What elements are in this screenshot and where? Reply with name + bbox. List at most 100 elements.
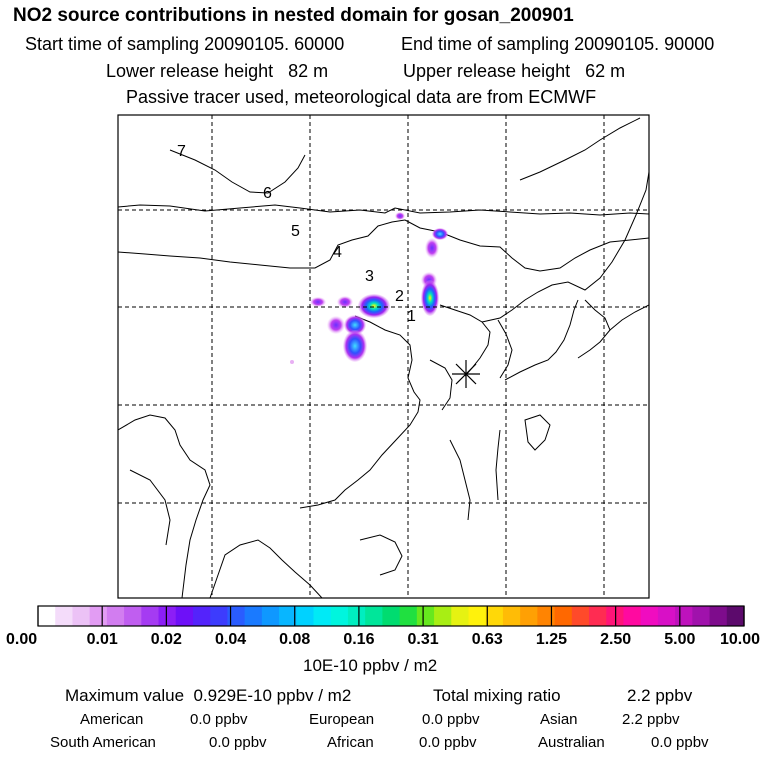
colorbar-cell <box>279 606 297 626</box>
colorbar-cell <box>313 606 332 626</box>
plume-south-central <box>344 315 366 335</box>
colorbar-tick-label: 0.63 <box>472 631 503 648</box>
plume-west-center <box>337 296 353 308</box>
map-frame <box>117 114 650 599</box>
region-number-2: 2 <box>395 288 404 305</box>
maximum-value-label: Maximum value 0.929E-10 ppbv / m2 <box>65 686 352 705</box>
colorbar-cell <box>709 606 728 626</box>
source-plume-layer <box>290 212 448 364</box>
colorbar-tick-label: 0.31 <box>408 631 439 648</box>
plume-central <box>358 294 390 318</box>
total-mixing-label: Total mixing ratio <box>433 686 561 705</box>
colorbar-cell <box>537 606 556 626</box>
colorbar-tick-label: 0.02 <box>151 631 182 648</box>
colorbar-cell <box>158 606 177 626</box>
colorbar-cell <box>640 606 659 626</box>
colorbar-cell <box>692 606 711 626</box>
chart-title: NO2 source contributions in nested domai… <box>13 5 574 26</box>
colorbar <box>38 606 745 626</box>
colorbar-cell <box>365 606 383 626</box>
region-number-4: 4 <box>333 244 342 261</box>
plume-east-max <box>421 280 439 316</box>
tracer-note: Passive tracer used, meteorological data… <box>126 87 597 107</box>
colorbar-tick-layer: 0.00 0.01 0.02 0.04 0.08 0.16 0.31 0.63 1.25 2.50… <box>6 606 760 648</box>
plume-south <box>343 330 367 362</box>
plume-north-mid <box>425 238 439 258</box>
receptor-star-marker <box>452 360 480 388</box>
region-number-7: 7 <box>177 143 186 160</box>
colorbar-cell <box>141 606 160 626</box>
total-mixing-value: 2.2 ppbv <box>627 686 693 705</box>
colorbar-cell <box>175 606 194 626</box>
colorbar-cell <box>675 606 693 626</box>
start-time-label: Start time of sampling 20090105. 60000 <box>25 34 345 54</box>
colorbar-cell <box>261 606 280 626</box>
colorbar-tick-label: 0.08 <box>279 631 310 648</box>
region-number-1: 1 <box>407 308 416 325</box>
region-number-6: 6 <box>263 185 272 202</box>
colorbar-cell <box>468 606 487 626</box>
colorbar-tick-label: 0.01 <box>87 631 118 648</box>
colorbar-cell <box>106 606 125 626</box>
region-australian-value: 0.0 ppbv <box>651 734 709 751</box>
colorbar-tick-label: 0.04 <box>215 631 246 648</box>
upper-release-label: Upper release height 62 m <box>403 61 626 81</box>
colorbar-cell <box>485 606 504 626</box>
plume-trace <box>290 360 294 364</box>
colorbar-tick-label: 0.00 <box>6 631 37 648</box>
colorbar-cell <box>416 606 435 626</box>
colorbar-unit: 10E-10 ppbv / m2 <box>303 656 438 675</box>
coastline-layer <box>118 117 649 598</box>
region-asian-name: Asian <box>540 711 578 728</box>
region-south-american-name: South American <box>50 734 156 751</box>
colorbar-cell <box>399 606 418 626</box>
colorbar-cell <box>210 606 229 626</box>
plume-west <box>310 297 326 307</box>
colorbar-cell <box>124 606 142 626</box>
colorbar-cell <box>451 606 470 626</box>
colorbar-cell <box>347 606 366 626</box>
colorbar-cell <box>554 606 573 626</box>
colorbar-cell <box>72 606 91 626</box>
region-african-name: African <box>327 734 374 751</box>
region-american-value: 0.0 ppbv <box>190 711 248 728</box>
region-number-3: 3 <box>365 268 374 285</box>
colorbar-cell <box>502 606 521 626</box>
region-asian-value: 2.2 ppbv <box>622 711 680 728</box>
colorbar-cell <box>244 606 263 626</box>
plume-southwest <box>327 316 345 334</box>
colorbar-cell <box>657 606 676 626</box>
colorbar-cell <box>726 606 745 626</box>
colorbar-cell <box>330 606 349 626</box>
colorbar-cell <box>55 606 74 626</box>
colorbar-cell <box>589 606 607 626</box>
lower-release-label: Lower release height 82 m <box>106 61 329 81</box>
region-australian-name: Australian <box>538 734 605 751</box>
colorbar-cell <box>571 606 590 626</box>
region-african-value: 0.0 ppbv <box>419 734 477 751</box>
colorbar-tick-label: 10.00 <box>720 631 760 648</box>
colorbar-cell <box>227 606 246 626</box>
colorbar-tick-label: 0.16 <box>343 631 374 648</box>
colorbar-cell <box>382 606 401 626</box>
colorbar-cell <box>38 606 56 626</box>
region-number-layer: 1 2 3 4 5 6 7 <box>177 143 416 325</box>
colorbar-tick-label: 1.25 <box>536 631 567 648</box>
colorbar-cell <box>520 606 538 626</box>
plume-north <box>395 212 405 220</box>
region-european-value: 0.0 ppbv <box>422 711 480 728</box>
colorbar-cell <box>192 606 211 626</box>
colorbar-tick-label: 2.50 <box>600 631 631 648</box>
plume-northeast <box>432 228 448 240</box>
colorbar-cell <box>89 606 108 626</box>
colorbar-tick-label: 5.00 <box>664 631 695 648</box>
region-number-5: 5 <box>291 223 300 240</box>
region-south-american-value: 0.0 ppbv <box>209 734 267 751</box>
end-time-label: End time of sampling 20090105. 90000 <box>401 34 715 54</box>
lat-lon-grid <box>118 115 649 598</box>
region-american-name: American <box>80 711 144 728</box>
colorbar-cell <box>434 606 452 626</box>
region-european-name: European <box>309 711 375 728</box>
colorbar-cell <box>623 606 642 626</box>
